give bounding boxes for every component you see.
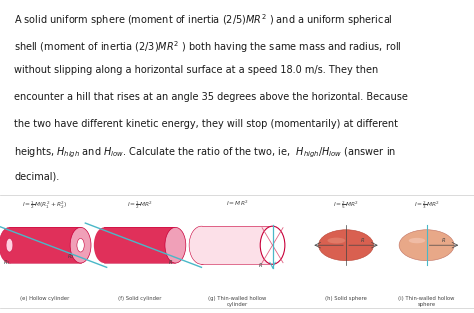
Ellipse shape [319, 230, 374, 261]
Ellipse shape [165, 227, 186, 263]
Ellipse shape [77, 239, 84, 252]
Ellipse shape [409, 238, 425, 243]
Text: encounter a hill that rises at an angle 35 degrees above the horizontal. Because: encounter a hill that rises at an angle … [14, 92, 408, 102]
Text: without slipping along a horizontal surface at a speed 18.0 m/s. They then: without slipping along a horizontal surf… [14, 65, 378, 75]
Text: A solid uniform sphere (moment of inertia (2/5)$MR^2$ ) and a uniform spherical: A solid uniform sphere (moment of inerti… [14, 12, 393, 28]
Ellipse shape [0, 227, 20, 263]
Ellipse shape [260, 226, 285, 264]
Text: shell (moment of inertia (2/3)$MR^2$ ) both having the same mass and radius, rol: shell (moment of inertia (2/3)$MR^2$ ) b… [14, 39, 402, 54]
Text: decimal).: decimal). [14, 172, 59, 182]
Text: $I=\frac{2}{3}MR^2$: $I=\frac{2}{3}MR^2$ [414, 199, 439, 211]
Text: $R_2$: $R_2$ [67, 252, 75, 261]
Text: $R$: $R$ [440, 236, 446, 244]
Text: (i) Thin-walled hollow
sphere: (i) Thin-walled hollow sphere [399, 296, 455, 307]
Text: $I=\frac{1}{2}M(R_1^2+R_2^2)$: $I=\frac{1}{2}M(R_1^2+R_2^2)$ [22, 199, 68, 211]
Text: (h) Solid sphere: (h) Solid sphere [325, 296, 367, 301]
Text: $R$: $R$ [258, 260, 263, 269]
Ellipse shape [399, 230, 454, 261]
Polygon shape [201, 226, 273, 264]
Polygon shape [9, 227, 81, 263]
Text: the two have different kinetic energy, they will stop (momentarily) at different: the two have different kinetic energy, t… [14, 119, 398, 129]
Polygon shape [104, 227, 175, 263]
Text: (e) Hollow cylinder: (e) Hollow cylinder [20, 296, 70, 301]
Text: $R$: $R$ [168, 258, 173, 266]
Text: heights, $H_{high}$ and $H_{low}$. Calculate the ratio of the two, ie,  $H_{high: heights, $H_{high}$ and $H_{low}$. Calcu… [14, 145, 396, 160]
Text: (f) Solid cylinder: (f) Solid cylinder [118, 296, 162, 301]
Text: $R_1$: $R_1$ [3, 258, 11, 267]
Ellipse shape [328, 238, 346, 244]
Text: $R$: $R$ [360, 236, 365, 244]
Ellipse shape [94, 227, 115, 263]
Ellipse shape [6, 239, 13, 252]
Ellipse shape [70, 227, 91, 263]
Text: (g) Thin-walled hollow
cylinder: (g) Thin-walled hollow cylinder [208, 296, 266, 307]
Ellipse shape [189, 226, 214, 264]
Text: $I=\frac{2}{5}MR^2$: $I=\frac{2}{5}MR^2$ [333, 199, 359, 211]
Text: $I=MR^2$: $I=MR^2$ [226, 199, 248, 208]
Text: $I=\frac{1}{2}MR^2$: $I=\frac{1}{2}MR^2$ [127, 199, 153, 211]
